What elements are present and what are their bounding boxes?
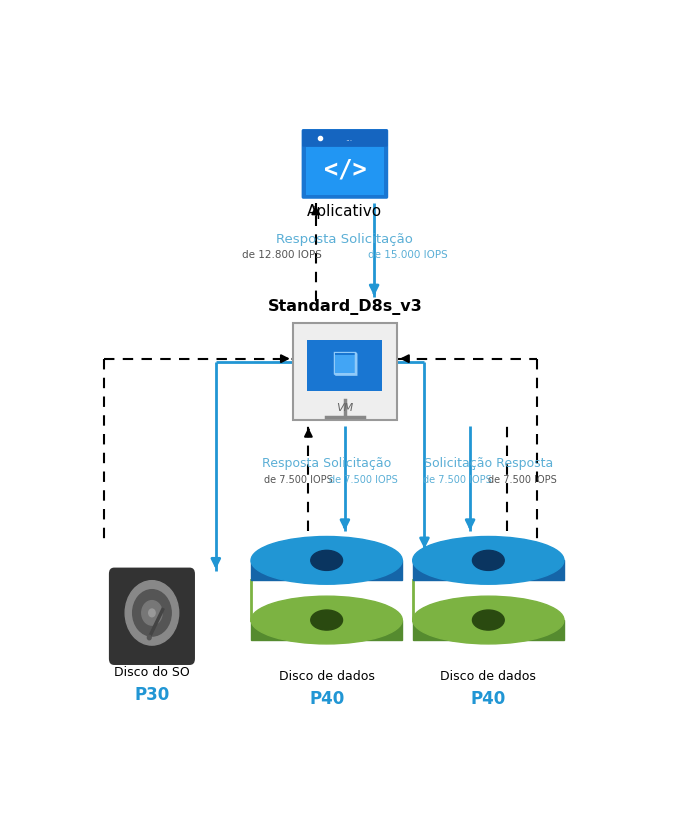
Polygon shape <box>251 561 402 580</box>
FancyBboxPatch shape <box>308 340 382 391</box>
Ellipse shape <box>251 536 402 584</box>
FancyBboxPatch shape <box>302 130 388 147</box>
Text: ❑: ❑ <box>331 351 359 380</box>
Text: </>: </> <box>324 157 366 181</box>
Text: Standard_D8s_v3: Standard_D8s_v3 <box>268 299 422 315</box>
Text: Disco do SO: Disco do SO <box>114 666 190 679</box>
Text: de 7.500 IOPS: de 7.500 IOPS <box>423 475 491 485</box>
Text: de 7.500 IOPS: de 7.500 IOPS <box>488 475 557 485</box>
Polygon shape <box>251 620 402 641</box>
Text: P30: P30 <box>135 686 170 704</box>
Ellipse shape <box>413 536 564 584</box>
Text: ...: ... <box>345 134 353 143</box>
Ellipse shape <box>413 596 564 644</box>
Text: Solicitação Resposta: Solicitação Resposta <box>424 457 553 470</box>
FancyBboxPatch shape <box>302 129 388 199</box>
Circle shape <box>149 609 155 617</box>
Ellipse shape <box>472 610 504 630</box>
Text: de 12.800 IOPS: de 12.800 IOPS <box>242 250 322 260</box>
Text: de 7.500 IOPS: de 7.500 IOPS <box>264 475 332 485</box>
Circle shape <box>125 581 179 645</box>
Ellipse shape <box>311 550 343 570</box>
Polygon shape <box>413 620 564 641</box>
Text: P40: P40 <box>309 690 345 708</box>
FancyBboxPatch shape <box>306 148 384 195</box>
Ellipse shape <box>311 610 343 630</box>
Circle shape <box>147 635 151 640</box>
Polygon shape <box>413 561 564 580</box>
Ellipse shape <box>251 596 402 644</box>
Text: Disco de dados: Disco de dados <box>279 670 375 683</box>
Ellipse shape <box>472 550 504 570</box>
Text: VM: VM <box>336 403 353 413</box>
Circle shape <box>142 601 162 625</box>
Text: P40: P40 <box>470 690 506 708</box>
Text: Resposta Solicitação: Resposta Solicitação <box>262 457 391 470</box>
FancyBboxPatch shape <box>109 568 195 665</box>
Circle shape <box>133 590 171 636</box>
Text: Aplicativo: Aplicativo <box>308 205 382 220</box>
Text: de 7.500 IOPS: de 7.500 IOPS <box>329 475 398 485</box>
FancyBboxPatch shape <box>293 322 397 420</box>
Text: de 15.000 IOPS: de 15.000 IOPS <box>367 250 448 260</box>
Text: Disco de dados: Disco de dados <box>440 670 536 683</box>
Text: Resposta Solicitação: Resposta Solicitação <box>277 233 413 246</box>
FancyBboxPatch shape <box>335 355 355 375</box>
